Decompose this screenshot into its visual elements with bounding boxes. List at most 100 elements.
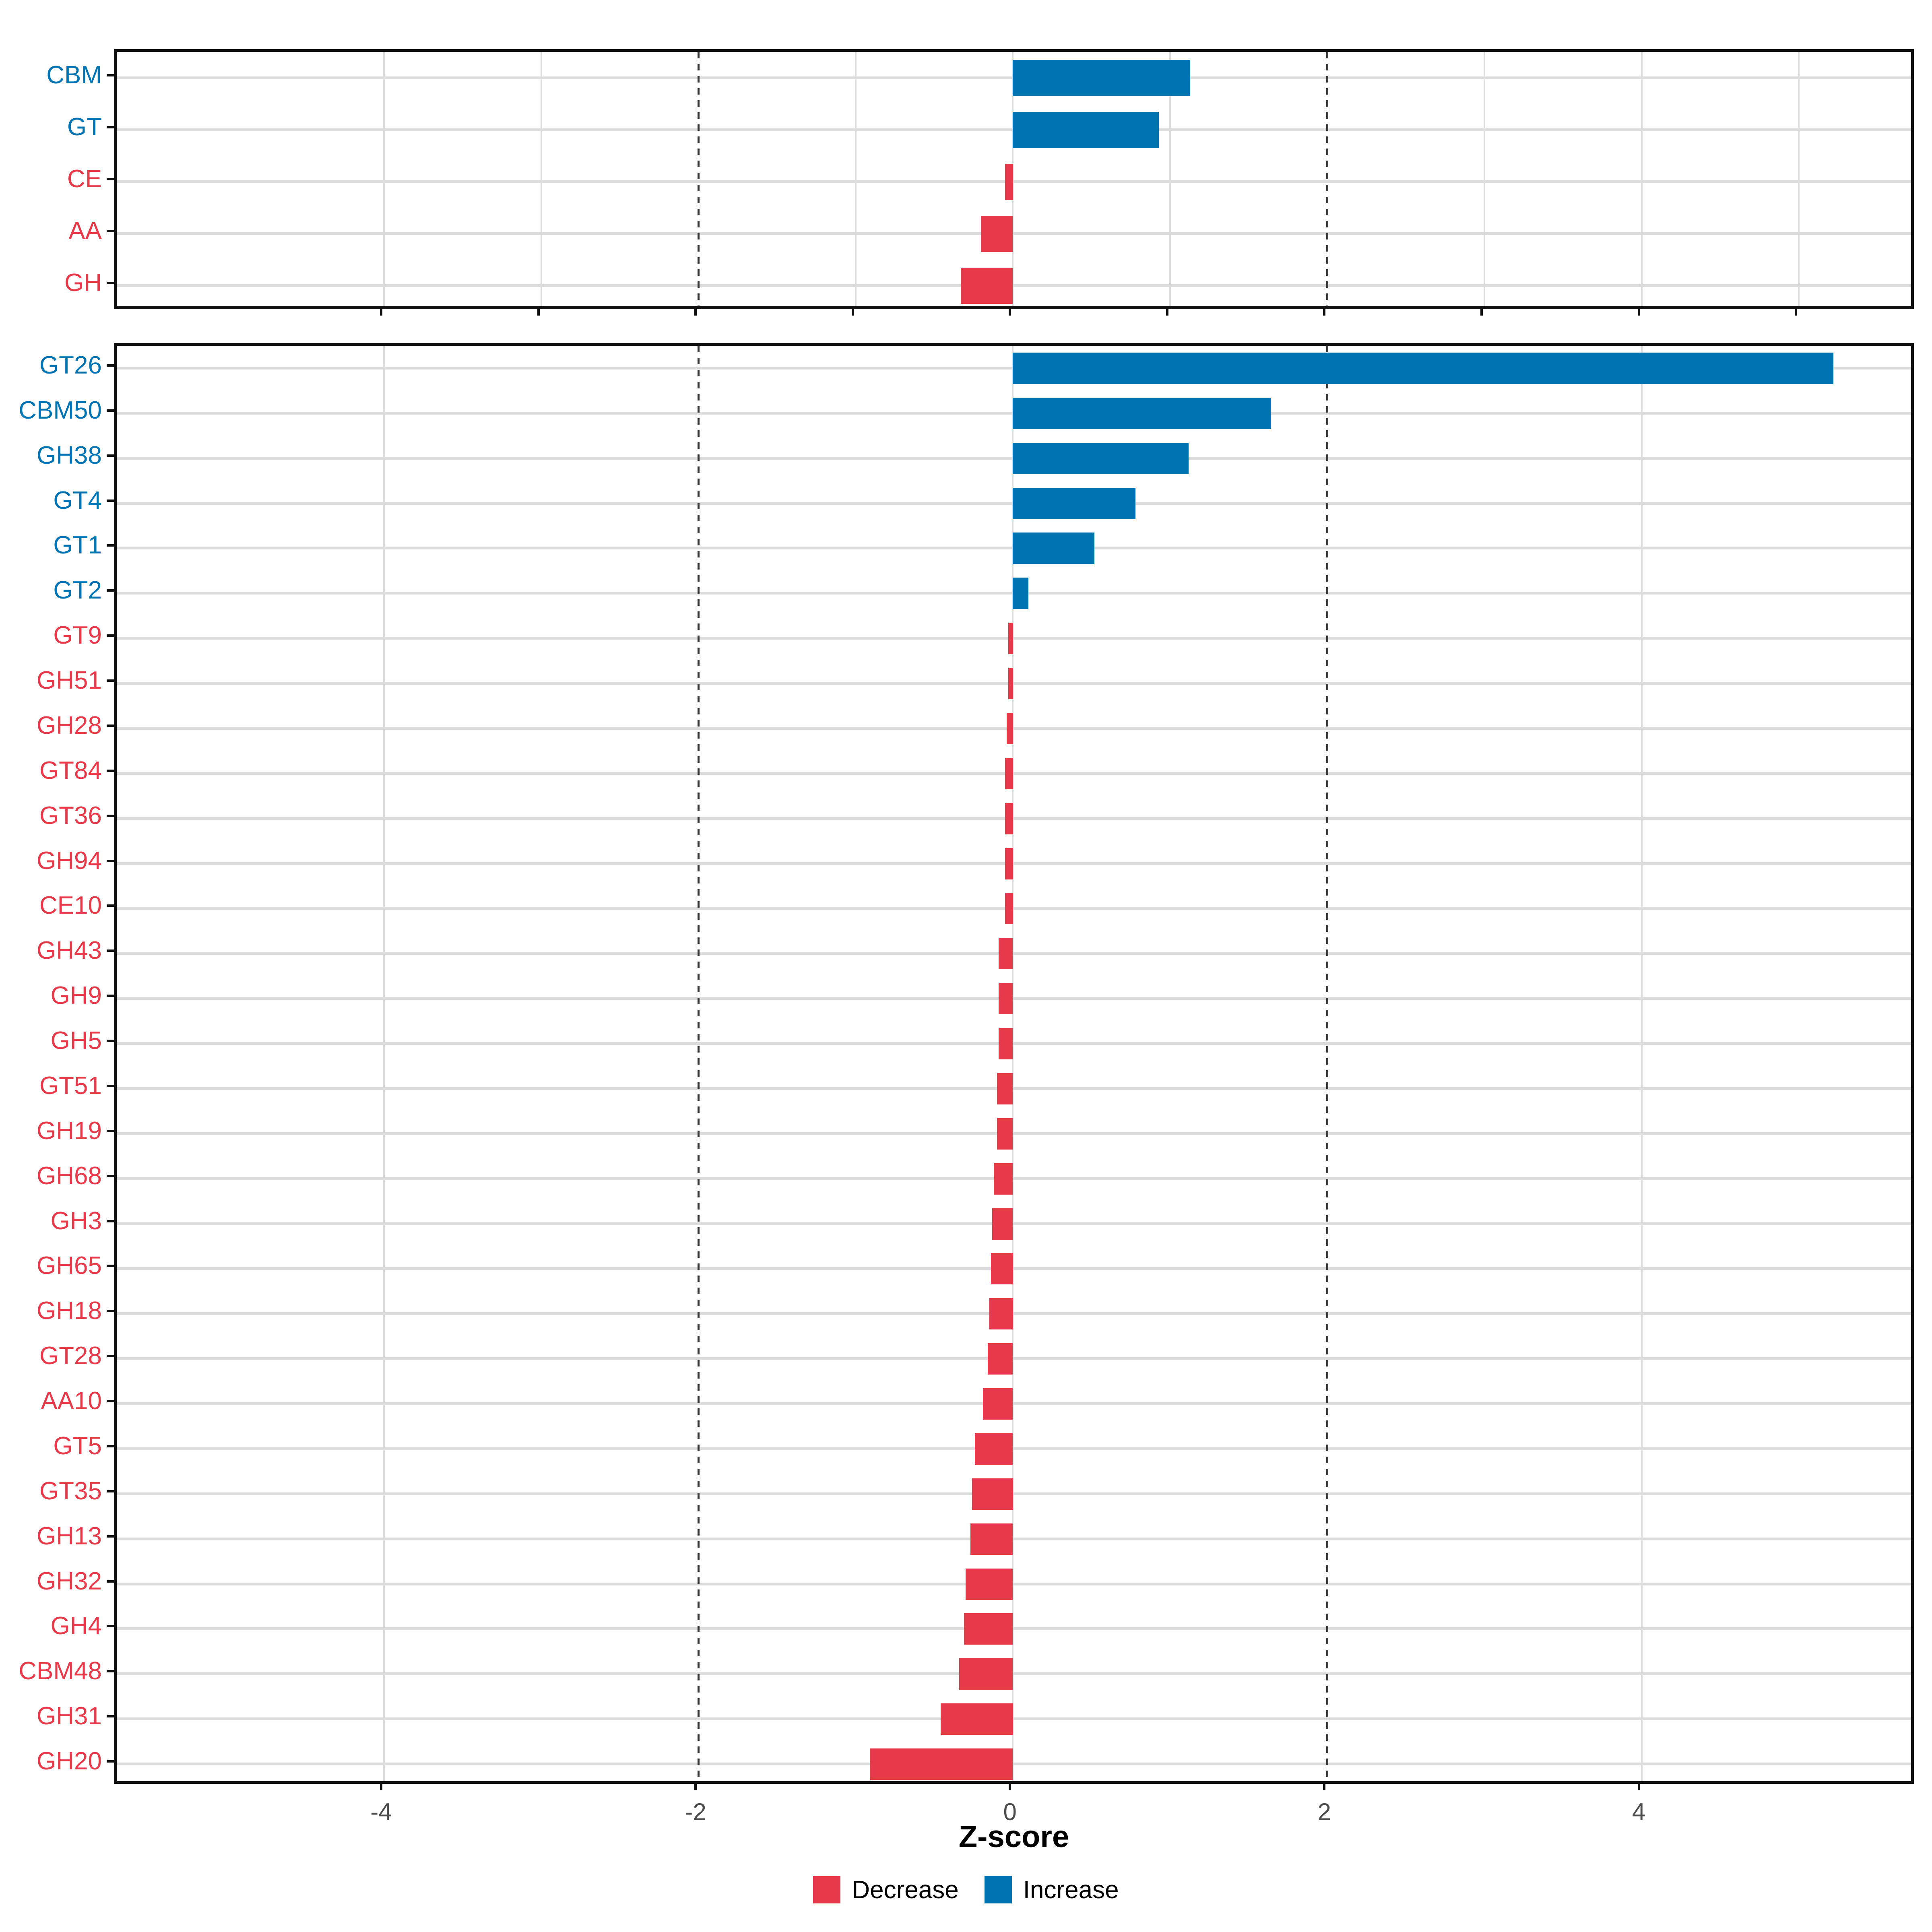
y-tick — [107, 904, 114, 907]
y-tick — [107, 1490, 114, 1492]
category-label-gh28: GH28 — [37, 712, 102, 739]
x-tick--1 — [851, 309, 854, 316]
x-tick-label--4: -4 — [370, 1798, 392, 1825]
bar-gh13 — [970, 1523, 1013, 1555]
category-label-gt28: GT28 — [39, 1342, 102, 1370]
dashed-guide-x--2 — [698, 52, 700, 306]
y-tick — [107, 1625, 114, 1627]
category-label-gh31: GH31 — [37, 1702, 102, 1730]
y-tick — [107, 1580, 114, 1583]
row-gridline — [117, 1042, 1911, 1045]
bar-gt51 — [997, 1073, 1013, 1104]
category-label-gt36: GT36 — [39, 802, 102, 830]
category-label-ce: CE — [67, 165, 102, 193]
y-tick — [107, 1400, 114, 1402]
row-gridline — [117, 1672, 1911, 1675]
bar-gt84 — [1005, 758, 1013, 789]
category-label-gh: GH — [64, 269, 102, 297]
y-tick — [107, 74, 114, 76]
row-gridline — [117, 1312, 1911, 1315]
y-tick — [107, 860, 114, 862]
gridline-x-3 — [1484, 52, 1485, 306]
y-tick — [107, 282, 114, 284]
bar-gt28 — [988, 1343, 1013, 1375]
row-gridline — [117, 772, 1911, 775]
row-gridline — [117, 1763, 1911, 1765]
category-label-gh38: GH38 — [37, 442, 102, 469]
row-gridline — [117, 1402, 1911, 1405]
row-gridline — [117, 952, 1911, 955]
y-tick — [107, 364, 114, 367]
bar-gt35 — [972, 1478, 1013, 1510]
category-label-gh94: GH94 — [37, 847, 102, 875]
bar-gh65 — [991, 1253, 1013, 1284]
bar-gh38 — [1013, 443, 1189, 474]
bar-gh — [961, 268, 1013, 304]
y-tick — [107, 178, 114, 180]
category-label-gh43: GH43 — [37, 937, 102, 964]
x-tick-label-0: 0 — [1003, 1798, 1017, 1825]
category-label-gt35: GT35 — [39, 1477, 102, 1505]
category-label-gt4: GT4 — [53, 487, 102, 514]
row-gridline — [117, 180, 1911, 183]
legend: Decrease Increase — [0, 1868, 1932, 1912]
dashed-guide-x-2 — [1326, 52, 1328, 306]
y-tick — [107, 500, 114, 502]
row-gridline — [117, 907, 1911, 910]
category-label-gt5: GT5 — [53, 1432, 102, 1460]
x-tick--2 — [694, 1784, 697, 1790]
category-label-gt: GT — [67, 113, 102, 141]
bar-gh9 — [999, 983, 1013, 1014]
bar-gh5 — [999, 1028, 1013, 1059]
row-gridline — [117, 727, 1911, 730]
row-gridline — [117, 682, 1911, 685]
gridline-x--3 — [541, 52, 542, 306]
bar-gh28 — [1007, 713, 1013, 744]
y-tick — [107, 724, 114, 727]
y-tick — [107, 1715, 114, 1717]
bar-cbm50 — [1013, 398, 1271, 429]
gridline-x--4 — [383, 346, 385, 1781]
row-gridline — [117, 997, 1911, 1000]
x-tick-label--2: -2 — [685, 1798, 706, 1825]
y-tick — [107, 1760, 114, 1763]
y-tick — [107, 1670, 114, 1672]
category-label-gh4: GH4 — [50, 1612, 102, 1640]
y-tick — [107, 995, 114, 997]
gridline-x-4 — [1641, 52, 1643, 306]
row-gridline — [117, 817, 1911, 820]
category-label-cbm48: CBM48 — [19, 1657, 102, 1685]
category-label-aa10: AA10 — [41, 1387, 102, 1415]
row-gridline — [117, 862, 1911, 865]
row-gridline — [117, 1492, 1911, 1495]
category-label-gt9: GT9 — [53, 621, 102, 649]
bar-gh32 — [966, 1569, 1013, 1600]
increase-color-swatch — [984, 1876, 1012, 1903]
legend-item-increase: Increase — [984, 1876, 1119, 1904]
bar-gh3 — [992, 1208, 1013, 1240]
row-gridline — [117, 1447, 1911, 1450]
row-gridline — [117, 284, 1911, 287]
gridline-x-1 — [1169, 52, 1171, 306]
row-gridline — [117, 1132, 1911, 1135]
bar-gh51 — [1008, 668, 1013, 699]
bar-gh43 — [999, 938, 1013, 969]
x-tick-2 — [1323, 309, 1326, 316]
bar-gt9 — [1008, 623, 1013, 654]
row-gridline — [117, 1627, 1911, 1630]
y-tick — [107, 1220, 114, 1222]
row-gridline — [117, 1222, 1911, 1225]
x-tick-3 — [1480, 309, 1483, 316]
y-tick — [107, 634, 114, 637]
bar-ce — [1005, 164, 1013, 200]
x-tick-2 — [1323, 1784, 1326, 1790]
bar-gt5 — [975, 1433, 1013, 1465]
bar-cbm48 — [959, 1658, 1013, 1690]
x-tick--4 — [380, 1784, 382, 1790]
y-tick — [107, 1040, 114, 1042]
category-label-gt2: GT2 — [53, 576, 102, 604]
y-tick — [107, 126, 114, 128]
legend-label-increase: Increase — [1023, 1876, 1119, 1904]
x-tick-label-2: 2 — [1317, 1798, 1331, 1825]
